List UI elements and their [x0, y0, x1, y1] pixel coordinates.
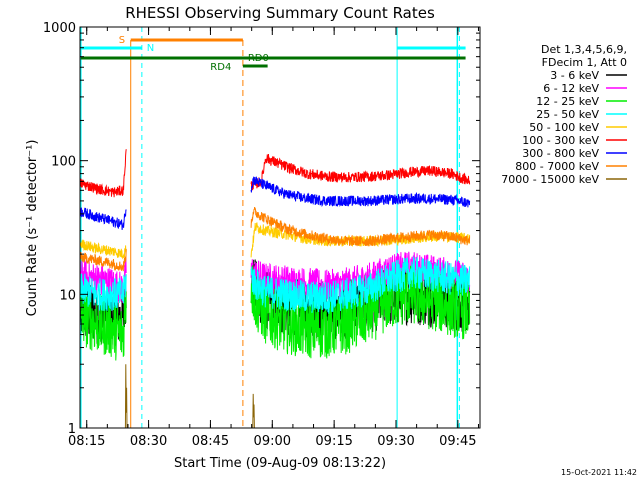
x-tick-label: 09:45 — [439, 434, 476, 449]
rd0-flag-label: RD0 — [248, 53, 269, 64]
legend-label: 50 - 100 keV — [529, 121, 599, 134]
series-line-6 — [250, 176, 471, 208]
x-tick-label: 09:15 — [315, 434, 352, 449]
legend-label: 25 - 50 keV — [536, 108, 599, 121]
rd4-flag-label: RD4 — [210, 62, 231, 73]
plot-frame — [79, 26, 481, 429]
legend-label: 800 - 7000 keV — [515, 160, 599, 173]
series-line-8 — [124, 364, 255, 429]
legend-title-line: Det 1,3,4,5,6,9, — [541, 43, 627, 56]
x-tick-label: 09:30 — [377, 434, 414, 449]
series-line-7 — [250, 206, 471, 247]
legend-label: 100 - 300 keV — [522, 134, 599, 147]
legend: Det 1,3,4,5,6,9,FDecim 1, Att 03 - 6 keV… — [501, 43, 627, 186]
legend-label: 3 - 6 keV — [550, 69, 599, 82]
y-tick-label: 1000 — [43, 21, 76, 36]
series-line-3 — [250, 256, 471, 314]
y-axis-label: Count Rate (s⁻¹ detector⁻¹) — [25, 140, 40, 317]
x-tick-label: 09:00 — [254, 434, 291, 449]
y-tick-label: 1 — [68, 422, 76, 437]
series-line-5 — [79, 149, 127, 198]
y-tick-label: 10 — [59, 288, 76, 303]
series-line-2 — [79, 291, 127, 361]
legend-label: 12 - 25 keV — [536, 95, 599, 108]
series-line-5 — [250, 153, 471, 191]
series-line-6 — [79, 207, 127, 230]
series-line-3 — [79, 273, 127, 311]
chart-title: RHESSI Observing Summary Count Rates — [125, 4, 435, 22]
legend-label: 6 - 12 keV — [543, 82, 599, 95]
n-flag-label: N — [147, 43, 154, 54]
legend-title-line: FDecim 1, Att 0 — [542, 56, 627, 69]
y-tick-label: 100 — [51, 155, 76, 170]
plot-area: S N RD0 RD4 — [79, 27, 471, 429]
x-tick-label: 08:45 — [192, 434, 229, 449]
footer-timestamp: 15-Oct-2021 11:42 — [561, 468, 637, 477]
x-tick-label: 08:30 — [130, 434, 167, 449]
series-line-7 — [79, 248, 127, 272]
x-tick-label: 08:15 — [68, 434, 105, 449]
series-line-4 — [79, 239, 127, 260]
axes: 08:15 08:30 08:45 09:00 09:15 09:30 09:45 1 10 10… — [43, 21, 481, 449]
legend-label: 300 - 800 keV — [522, 147, 599, 160]
legend-label: 7000 - 15000 keV — [501, 173, 599, 186]
x-axis-label: Start Time (09-Aug-09 08:13:22) — [174, 456, 386, 471]
s-flag-label: S — [119, 35, 125, 46]
